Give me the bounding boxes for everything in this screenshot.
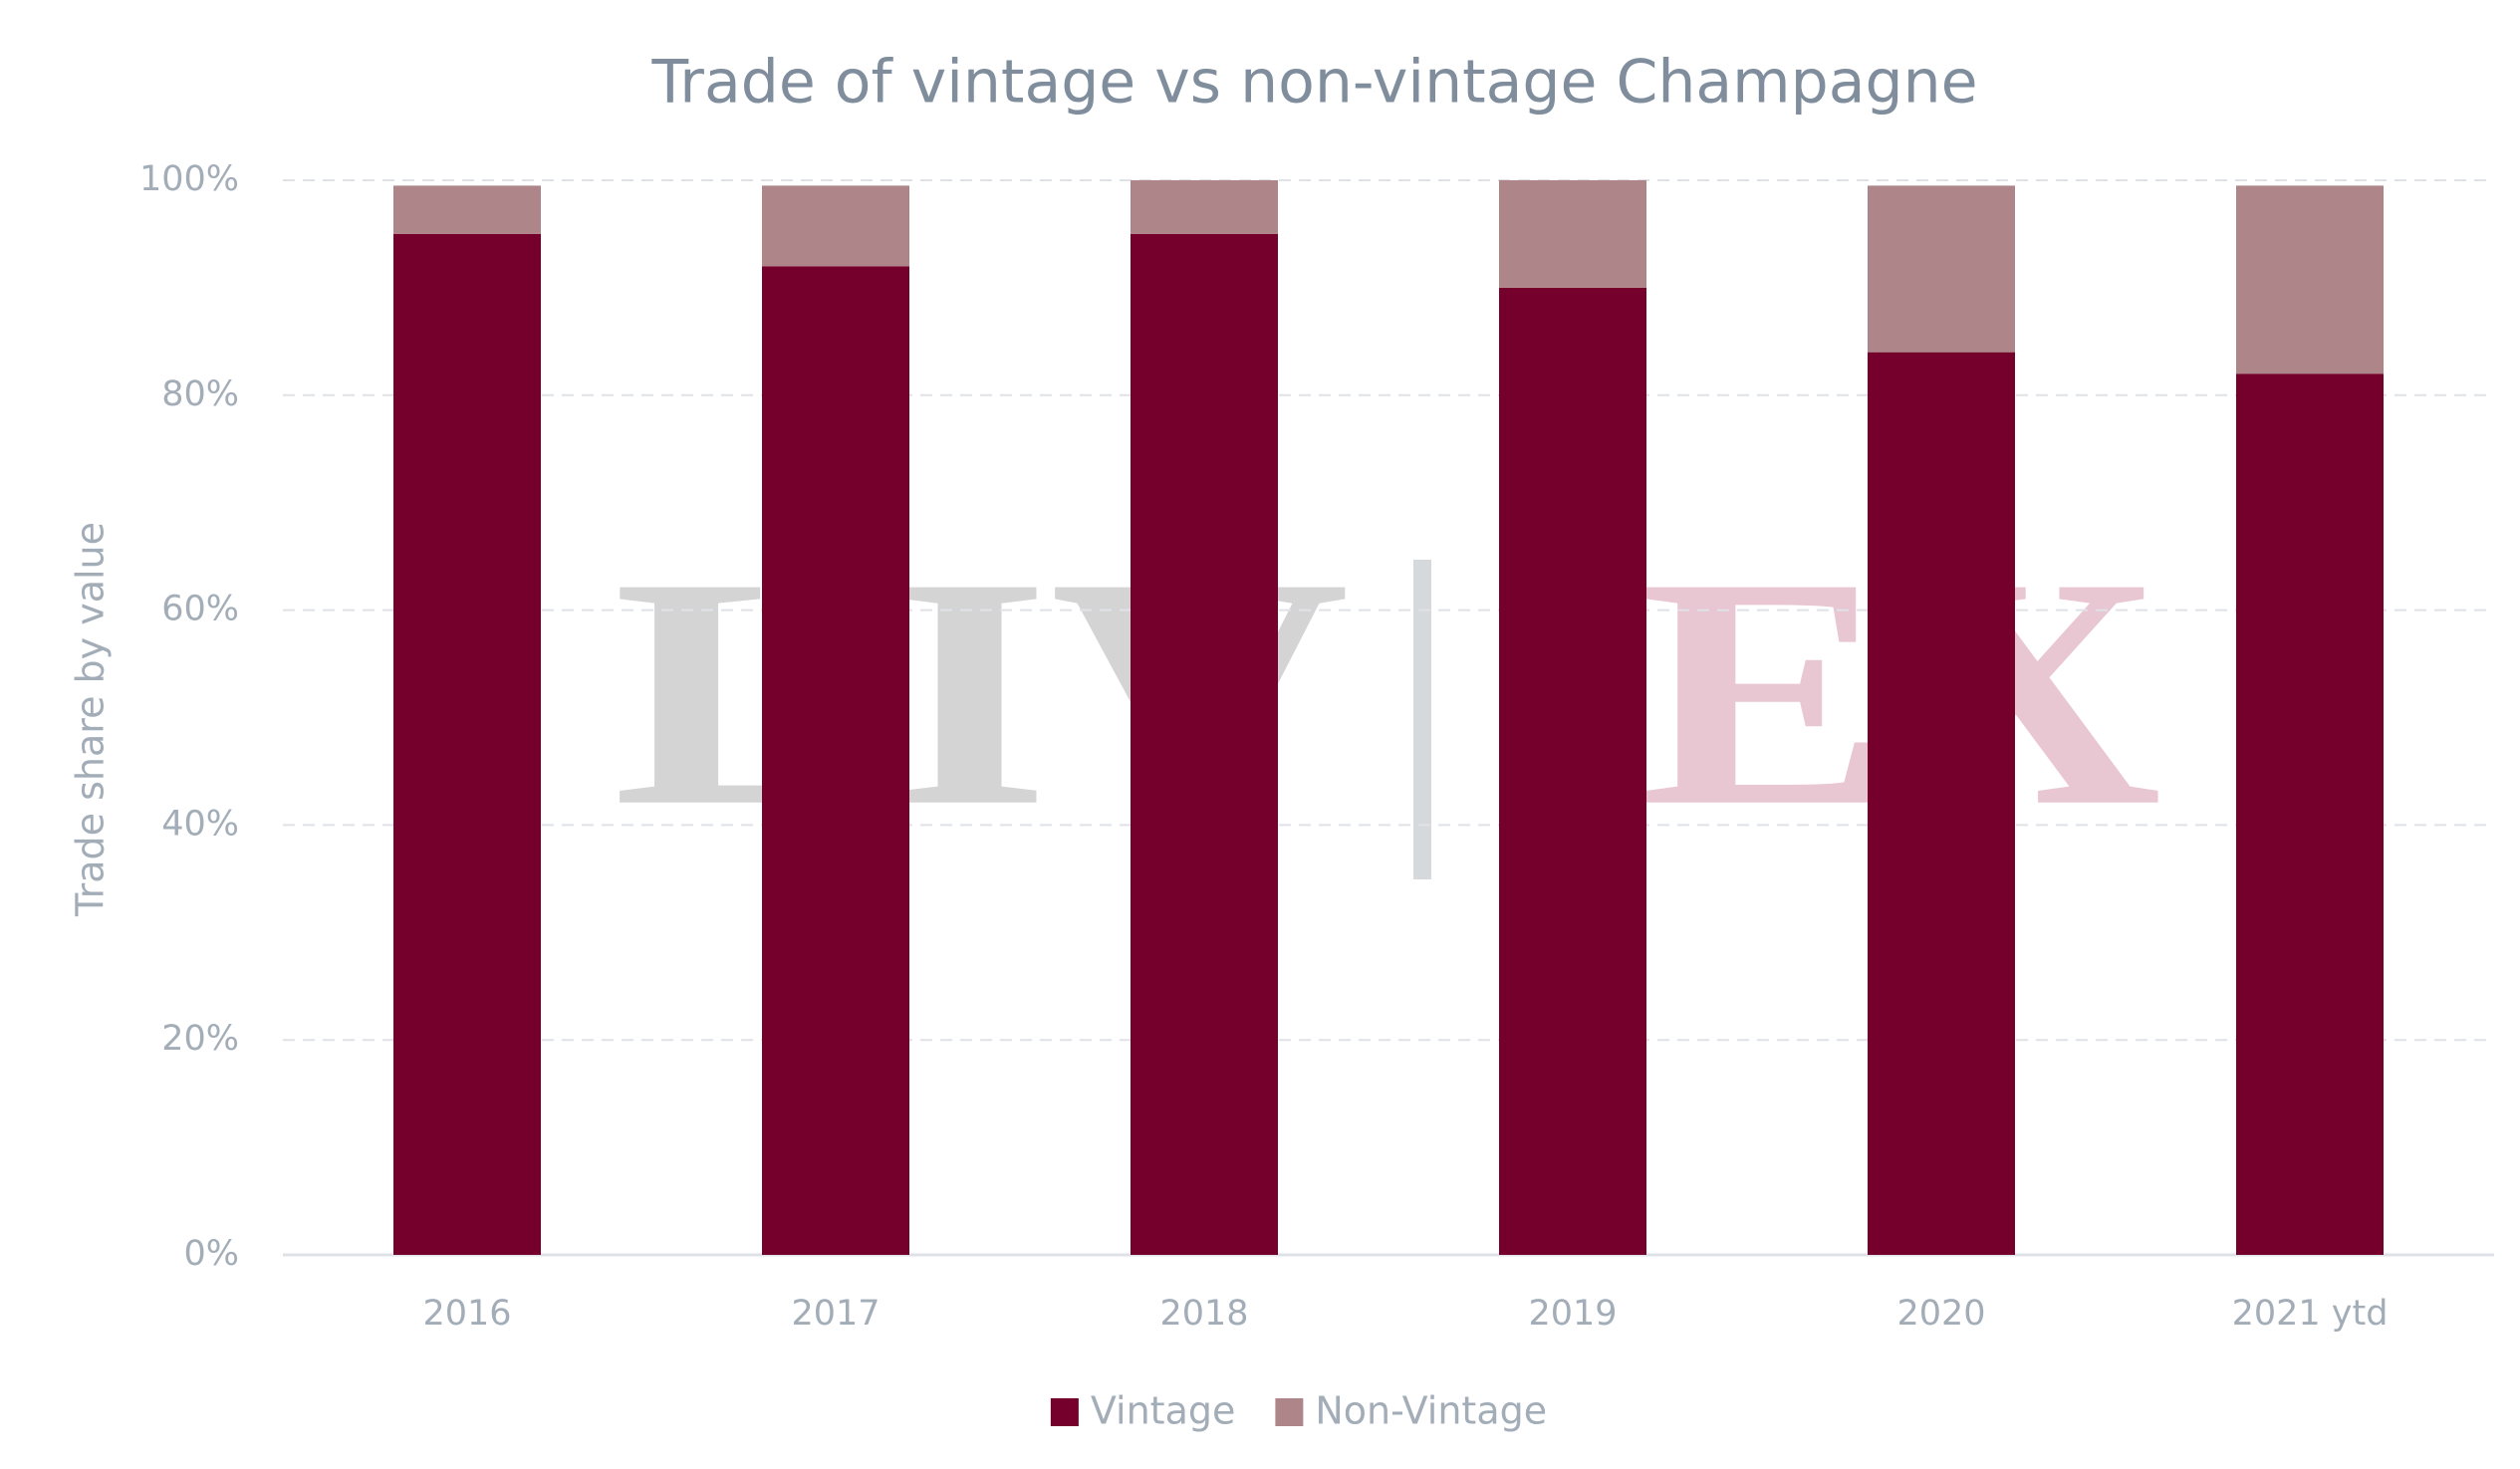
y-axis-title: Trade share by value xyxy=(69,522,113,917)
y-tick-label: 100% xyxy=(139,159,239,199)
bar-segment xyxy=(1131,233,1278,1256)
y-tick-label: 20% xyxy=(161,1019,239,1059)
x-tick-label: 2017 xyxy=(791,1294,880,1334)
bar-segment xyxy=(762,185,909,267)
x-tick-label: 2020 xyxy=(1896,1294,1985,1334)
y-tick-label: 60% xyxy=(161,590,239,629)
bar-segment xyxy=(2236,373,2384,1256)
y-tick-label: 80% xyxy=(161,374,239,414)
bar-segment xyxy=(393,233,541,1256)
bar-segment xyxy=(1868,352,2015,1255)
x-tick-label: 2019 xyxy=(1528,1294,1617,1334)
y-tick-label: 0% xyxy=(183,1234,239,1274)
bar-segment xyxy=(762,266,909,1255)
bar-segment xyxy=(1131,180,1278,234)
bar-segment xyxy=(1499,287,1646,1255)
x-tick-label: 2016 xyxy=(422,1294,511,1334)
y-tick-label: 40% xyxy=(161,804,239,844)
x-tick-label: 2018 xyxy=(1159,1294,1248,1334)
bar-segment xyxy=(1499,180,1646,288)
x-tick-label: 2021 ytd xyxy=(2232,1294,2389,1334)
bar-segment xyxy=(1868,185,2015,353)
chart-title: Trade of vintage vs non-vintage Champagn… xyxy=(650,48,1977,118)
bar-segment xyxy=(2236,185,2384,374)
legend-swatch xyxy=(1050,1398,1079,1426)
legend-label: Vintage xyxy=(1091,1389,1236,1433)
bar-segment xyxy=(393,185,541,234)
legend-swatch xyxy=(1275,1398,1304,1426)
legend-label: Non-Vintage xyxy=(1315,1389,1547,1433)
